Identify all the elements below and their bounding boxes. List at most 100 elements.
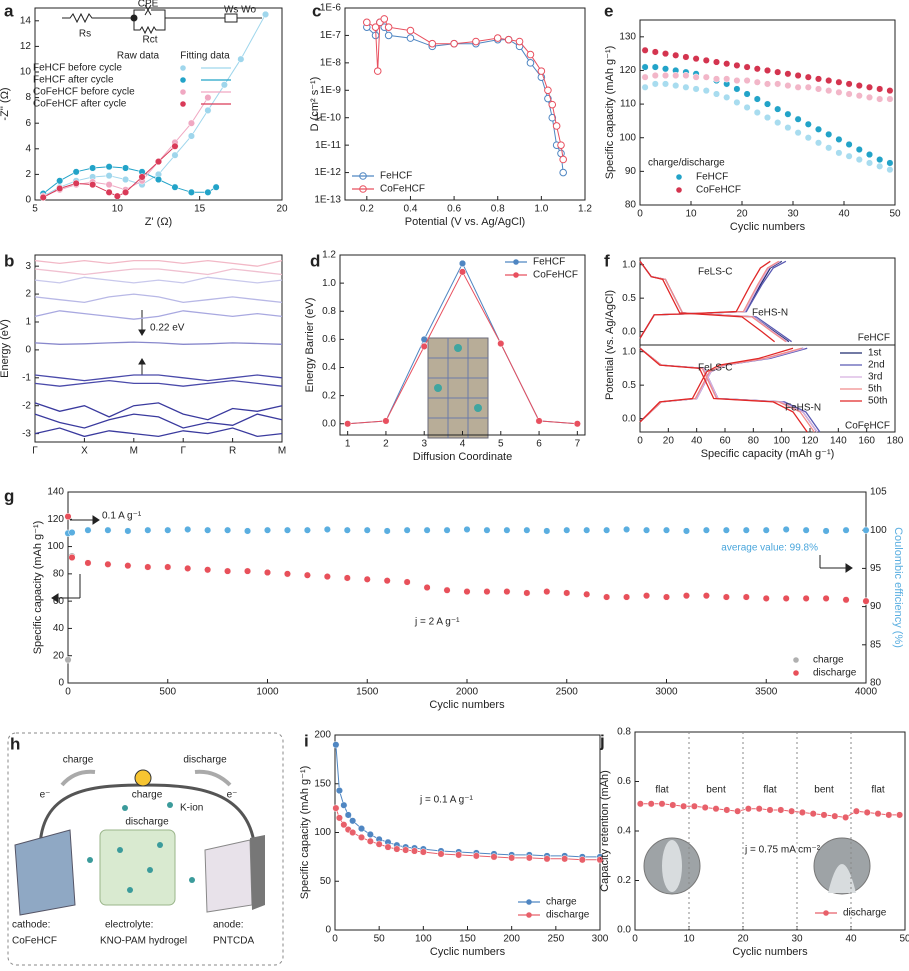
y-axis-label: Capacity retention (mAh): [599, 770, 611, 892]
x-tick-label: 20: [276, 204, 288, 215]
annotation: Raw data: [117, 51, 160, 62]
y-tick-label: 0: [325, 925, 331, 936]
data-point: [596, 856, 604, 864]
x-axis-label: Cyclic numbers: [730, 221, 806, 233]
y-tick-label: 100: [619, 132, 636, 143]
data-point: [702, 592, 710, 600]
data-point: [855, 145, 863, 154]
legend-label: 1st: [868, 348, 882, 359]
y-tick-label: 6: [25, 118, 31, 129]
data-point: [483, 526, 491, 534]
data-point: [743, 90, 751, 98]
data-point: [349, 817, 357, 825]
data-point: [283, 526, 292, 534]
data-point: [563, 526, 571, 534]
data-point: [636, 800, 644, 808]
annotation: Fitting data: [180, 51, 230, 62]
x-tick-label: 5: [32, 204, 38, 215]
legend-label: CoFeHCF before cycle: [33, 87, 135, 98]
series-line: [34, 293, 283, 304]
data-point: [357, 833, 366, 841]
data-point: [852, 807, 860, 815]
data-point: [876, 95, 884, 103]
data-point: [526, 59, 535, 67]
y-tick-label: 0.2: [617, 875, 631, 886]
panel-label: b: [4, 251, 14, 270]
data-point: [105, 172, 113, 180]
x-tick-label: Γ: [32, 446, 38, 457]
data-point: [504, 35, 513, 44]
data-point: [682, 527, 691, 535]
y-tick-label: 80: [53, 568, 65, 579]
y-tick-label: 0.2: [322, 390, 336, 401]
data-point: [428, 39, 437, 48]
data-point: [842, 526, 850, 534]
data-point: [515, 37, 524, 46]
data-point: [692, 73, 700, 81]
plot-frame: [34, 254, 283, 443]
diagram-label: discharge: [183, 755, 227, 766]
panel-label: g: [4, 486, 14, 505]
x-tick-label: 1500: [356, 687, 379, 698]
y-tick-label: 120: [47, 514, 64, 525]
annotation: flat: [655, 785, 669, 796]
y-tick-label: 0.4: [322, 362, 336, 373]
data-point: [343, 526, 351, 534]
diagram-label: charge: [132, 790, 163, 801]
data-point: [323, 525, 331, 533]
data-point: [263, 526, 272, 534]
data-point: [164, 563, 172, 571]
data-point: [39, 193, 47, 201]
panel-label: a: [4, 1, 14, 20]
battery-schematic: [7, 732, 284, 966]
legend-marker: [675, 186, 683, 194]
x-axis-label: Cyclic numbers: [429, 699, 505, 711]
data-point: [842, 596, 850, 604]
y-tick-label: 0.5: [622, 380, 636, 391]
data-point: [835, 135, 843, 143]
data-point: [603, 593, 611, 601]
plot-frame: [34, 7, 283, 201]
data-point: [557, 141, 565, 149]
data-point: [403, 578, 411, 586]
data-point: [523, 526, 531, 534]
data-point: [463, 525, 471, 533]
x-tick-label: 15: [194, 204, 206, 215]
legend-marker: [179, 64, 187, 72]
data-point: [702, 56, 710, 64]
data-point: [845, 80, 853, 88]
plot-frame: [344, 7, 586, 201]
data-point: [68, 528, 76, 537]
data-point: [865, 159, 874, 167]
data-point: [822, 527, 830, 535]
data-point: [743, 103, 751, 112]
x-tick-label: 50: [374, 934, 386, 945]
data-point: [788, 807, 796, 815]
data-point: [643, 526, 651, 534]
y-tick-label: 0.6: [322, 334, 336, 345]
data-point: [371, 23, 380, 31]
x-tick-label: 40: [691, 436, 703, 447]
x-tick-label: 4000: [855, 687, 878, 698]
data-point: [349, 828, 357, 837]
series-line: [639, 347, 815, 433]
data-point: [332, 804, 340, 812]
x-tick-label: 250: [547, 934, 564, 945]
data-point: [825, 144, 833, 152]
data-point: [862, 597, 870, 605]
series-line: [42, 145, 176, 198]
annotation: flat: [871, 785, 885, 796]
data-point: [363, 575, 371, 583]
legend-label: discharge: [843, 908, 887, 919]
data-point: [842, 813, 850, 821]
series-line: [34, 402, 283, 421]
data-point: [406, 34, 415, 42]
data-point: [734, 807, 742, 815]
data-point: [383, 577, 391, 585]
y-tick-label: 0: [58, 678, 64, 689]
data-point: [503, 526, 511, 534]
data-point: [733, 98, 741, 106]
series-line: [34, 341, 283, 345]
panel-label: f: [604, 251, 610, 270]
x-tick-label: 40: [845, 934, 857, 945]
